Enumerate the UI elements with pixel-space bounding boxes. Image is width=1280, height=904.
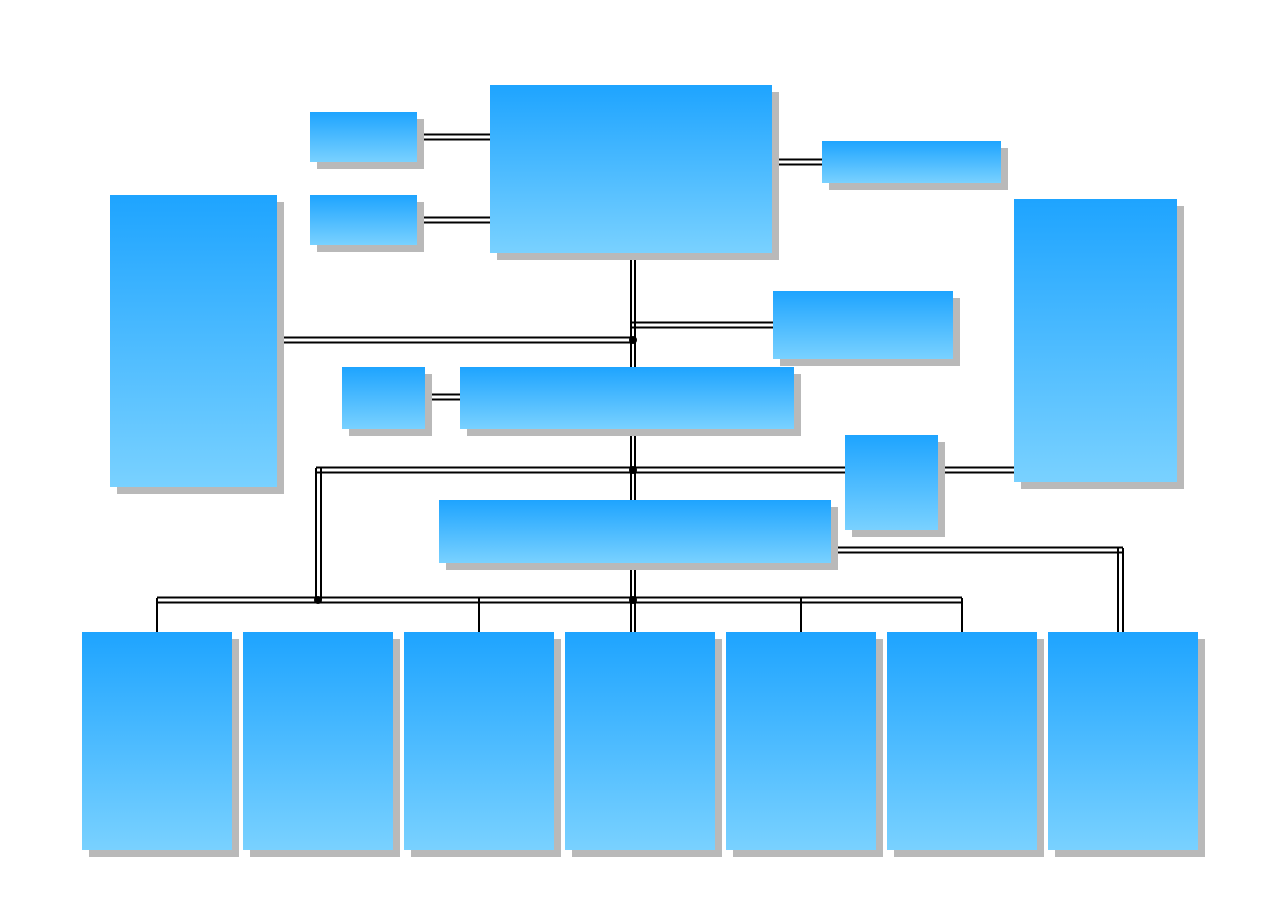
node-leaf_3 (404, 632, 554, 850)
node-leaf_6 (887, 632, 1037, 850)
node-fill (726, 632, 876, 850)
node-leaf_5 (726, 632, 876, 850)
node-mid_square (845, 435, 938, 530)
node-lower_wide (439, 500, 831, 563)
node-mid_small (342, 367, 425, 429)
edge-junction (629, 466, 637, 474)
node-fill (342, 367, 425, 429)
node-leaf_7 (1048, 632, 1198, 850)
node-fill (887, 632, 1037, 850)
edge-junction (629, 336, 637, 344)
edge-junction (314, 596, 322, 604)
node-fill (845, 435, 938, 530)
node-fill (773, 291, 953, 359)
node-top_small_2 (310, 195, 417, 245)
node-fill (439, 500, 831, 563)
node-top_right (822, 141, 1001, 183)
node-top_main (490, 85, 772, 253)
node-right_tall (1014, 199, 1177, 482)
node-fill (1048, 632, 1198, 850)
org-chart-diagram (0, 0, 1280, 904)
node-leaf_4 (565, 632, 715, 850)
node-left_tall (110, 195, 277, 487)
node-fill (490, 85, 772, 253)
node-fill (1014, 199, 1177, 482)
node-fill (310, 195, 417, 245)
node-fill (310, 112, 417, 162)
edge-junction (629, 596, 637, 604)
node-fill (565, 632, 715, 850)
node-fill (460, 367, 794, 429)
node-fill (404, 632, 554, 850)
node-leaf_2 (243, 632, 393, 850)
node-fill (82, 632, 232, 850)
node-fill (243, 632, 393, 850)
node-mid_wide (460, 367, 794, 429)
node-mid_right_box (773, 291, 953, 359)
node-fill (110, 195, 277, 487)
node-top_small_1 (310, 112, 417, 162)
node-leaf_1 (82, 632, 232, 850)
node-fill (822, 141, 1001, 183)
